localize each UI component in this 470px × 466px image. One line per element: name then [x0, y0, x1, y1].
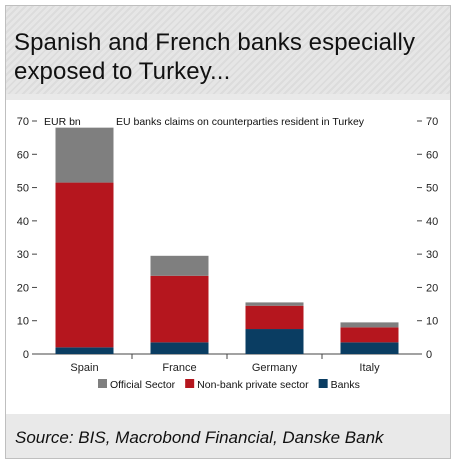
- title-band: Spanish and French banks especially expo…: [6, 6, 450, 94]
- legend-swatch-non-bank-private-sector: [185, 379, 195, 388]
- y-tick-label-right: 30: [426, 249, 438, 261]
- x-tick-label-france: France: [162, 362, 196, 374]
- y-tick-label-right: 60: [426, 149, 438, 161]
- y-tick-label-right: 0: [426, 349, 432, 361]
- y-tick-label-right: 70: [426, 116, 438, 128]
- headline-line-2: exposed to Turkey...: [14, 58, 231, 85]
- chart-headline: Spanish and French banks especially expo…: [14, 28, 444, 86]
- y-tick-label-left: 0: [23, 349, 29, 361]
- bar-spain-non-bank-private-sector: [55, 182, 114, 348]
- bar-france-banks: [150, 342, 209, 354]
- stacked-bar-chart: 0 0 10 10 20 20 30 30 40 40 50 50 60 60 70 70 EUR bn EU b…: [17, 116, 439, 391]
- bar-germany-banks: [245, 329, 304, 354]
- y-tick-label-right: 40: [426, 216, 438, 228]
- x-tick-label-germany: Germany: [252, 362, 298, 374]
- x-tick-label-italy: Italy: [359, 362, 380, 374]
- legend-swatch-official-sector: [98, 379, 107, 388]
- bar-germany-non-bank-private-sector: [245, 305, 304, 330]
- bar-italy-official-sector: [340, 322, 399, 328]
- y-tick-label-right: 50: [426, 183, 438, 195]
- bar-spain-official-sector: [55, 127, 114, 183]
- legend-label-banks: Banks: [331, 379, 360, 391]
- y-tick-label-left: 70: [17, 116, 29, 128]
- bar-italy-banks: [340, 342, 399, 354]
- chart-title: EU banks claims on counterparties reside…: [116, 116, 365, 128]
- y-tick-label-left: 10: [17, 316, 29, 328]
- unit-label: EUR bn: [44, 116, 81, 128]
- legend-swatch-banks: [318, 379, 328, 388]
- chart-card: Spanish and French banks especially expo…: [5, 5, 451, 459]
- bar-germany-official-sector: [245, 302, 304, 306]
- bar-france-official-sector: [150, 255, 209, 276]
- bar-italy-non-bank-private-sector: [340, 327, 399, 343]
- bar-spain-banks: [55, 347, 114, 354]
- bar-france-non-bank-private-sector: [150, 275, 209, 343]
- y-tick-label-left: 30: [17, 249, 29, 261]
- source-note: Source: BIS, Macrobond Financial, Danske…: [15, 428, 384, 447]
- y-tick-label-left: 60: [17, 149, 29, 161]
- chart-panel: 0 0 10 10 20 20 30 30 40 40 50 50 60 60 70 70 EUR bn EU b…: [6, 100, 450, 414]
- y-tick-label-right: 20: [426, 282, 438, 294]
- y-tick-label-left: 50: [17, 183, 29, 195]
- x-tick-label-spain: Spain: [70, 362, 98, 374]
- legend: Official Sector Non-bank private sector Ba…: [98, 379, 360, 391]
- legend-label-official-sector: Official Sector: [110, 379, 176, 391]
- legend-label-non-bank-private-sector: Non-bank private sector: [197, 379, 309, 391]
- headline-line-1: Spanish and French banks especially: [14, 29, 416, 56]
- y-tick-label-left: 20: [17, 282, 29, 294]
- bars: [55, 127, 399, 354]
- y-tick-label-right: 10: [426, 316, 438, 328]
- y-tick-label-left: 40: [17, 216, 29, 228]
